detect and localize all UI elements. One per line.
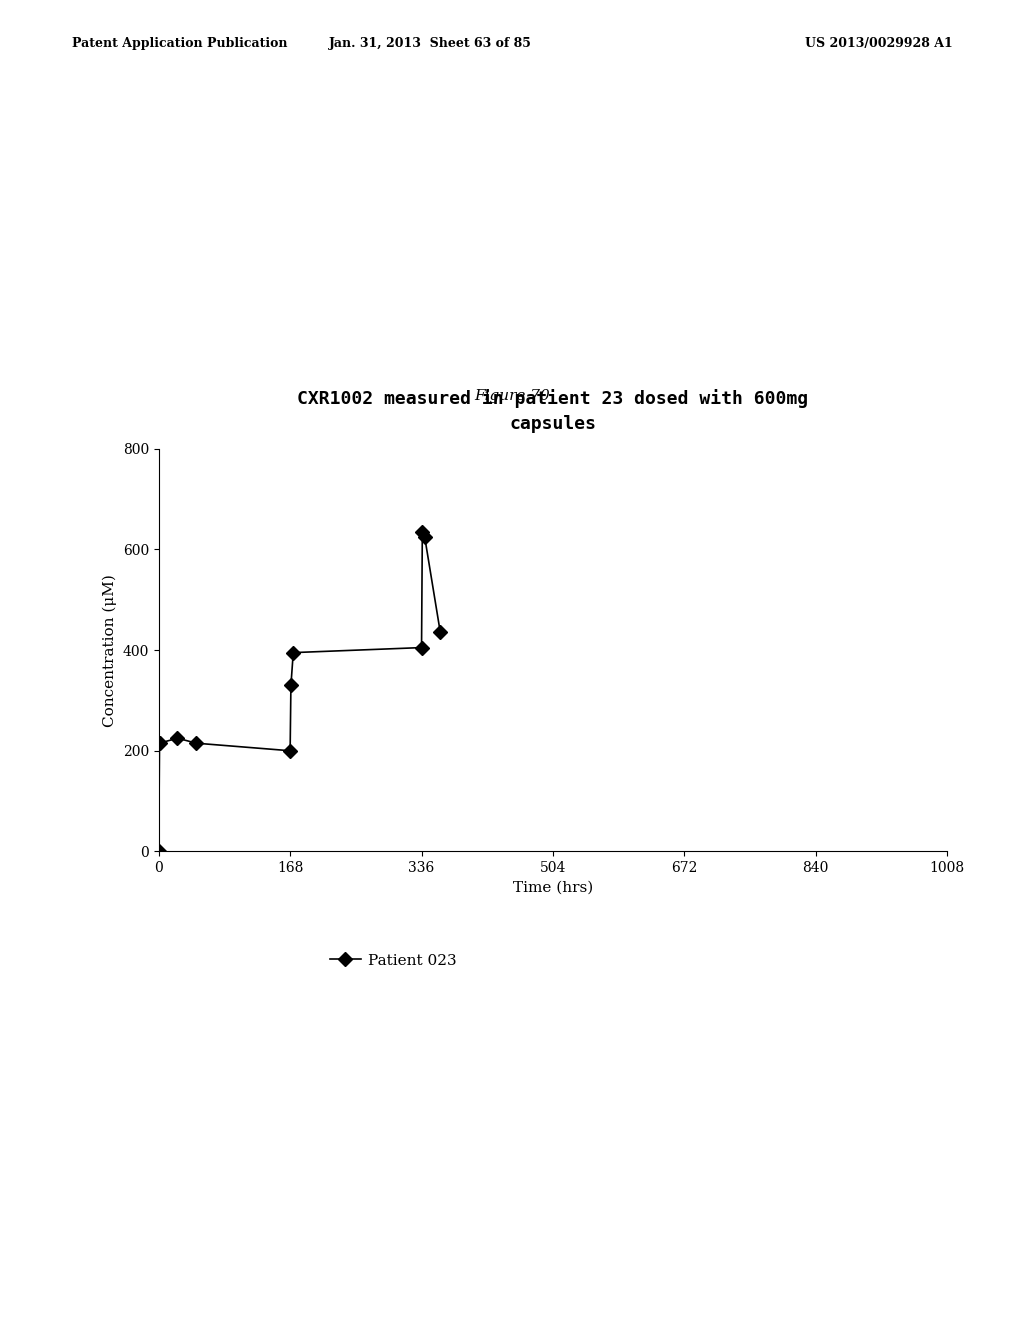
X-axis label: Time (hrs): Time (hrs) <box>513 880 593 895</box>
Patient 023 <box>416 640 428 656</box>
Patient 023 <box>190 735 203 751</box>
Patient 023 <box>284 743 296 759</box>
Patient 023 <box>419 529 431 545</box>
Y-axis label: Concentration (μM): Concentration (μM) <box>102 574 117 726</box>
Text: Figure 70: Figure 70 <box>474 388 550 403</box>
Patient 023 <box>285 677 297 693</box>
Line: Patient 023: Patient 023 <box>154 527 445 857</box>
Patient 023 <box>154 735 166 751</box>
Title: CXR1002 measured in patient 23 dosed with 600mg
capsules: CXR1002 measured in patient 23 dosed wit… <box>297 389 809 433</box>
Patient 023 <box>171 730 183 746</box>
Patient 023 <box>153 843 165 859</box>
Text: Patent Application Publication: Patent Application Publication <box>72 37 287 50</box>
Legend: Patient 023: Patient 023 <box>324 948 463 974</box>
Patient 023 <box>416 524 428 540</box>
Patient 023 <box>434 624 446 640</box>
Text: US 2013/0029928 A1: US 2013/0029928 A1 <box>805 37 952 50</box>
Text: Jan. 31, 2013  Sheet 63 of 85: Jan. 31, 2013 Sheet 63 of 85 <box>329 37 531 50</box>
Patient 023 <box>287 644 299 660</box>
